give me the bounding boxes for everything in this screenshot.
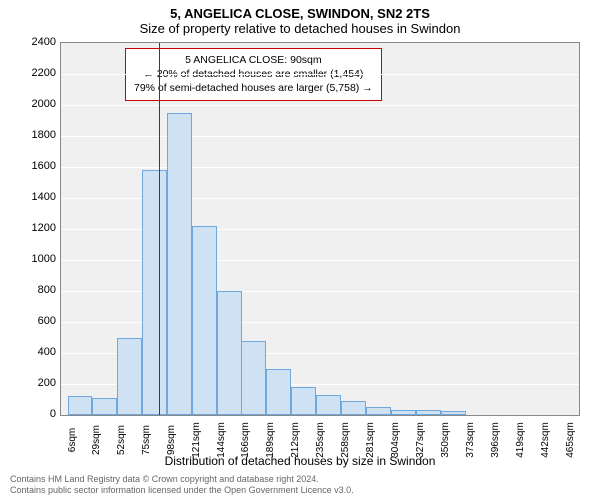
legend-line-3: 79% of semi-detached houses are larger (… [134, 81, 373, 95]
x-tick-label: 327sqm [415, 422, 426, 458]
footer-line-2: Contains public sector information licen… [10, 485, 354, 496]
histogram-bar [416, 410, 441, 415]
histogram-bar [92, 398, 117, 415]
y-tick-label: 2200 [26, 67, 56, 79]
x-tick-label: 6sqm [67, 428, 78, 452]
x-tick-label: 235sqm [315, 422, 326, 458]
gridline [61, 136, 579, 137]
histogram-bar [117, 338, 142, 416]
x-tick-label: 189sqm [265, 422, 276, 458]
histogram-bar [167, 113, 192, 415]
x-tick-label: 75sqm [141, 425, 152, 455]
x-tick-label: 166sqm [240, 422, 251, 458]
histogram-bar [391, 410, 416, 415]
x-tick-label: 442sqm [540, 422, 551, 458]
histogram-bar [366, 407, 391, 415]
y-tick-label: 1200 [26, 222, 56, 234]
x-tick-label: 29sqm [91, 425, 102, 455]
chart-title-sub: Size of property relative to detached ho… [0, 21, 600, 38]
chart-title-main: 5, ANGELICA CLOSE, SWINDON, SN2 2TS [0, 0, 600, 21]
y-tick-label: 200 [26, 377, 56, 389]
x-tick-label: 281sqm [365, 422, 376, 458]
histogram-bar [192, 226, 217, 415]
y-tick-label: 0 [26, 408, 56, 420]
x-tick-label: 121sqm [191, 422, 202, 458]
property-marker-line [159, 43, 160, 415]
gridline [61, 74, 579, 75]
histogram-bar [441, 411, 466, 415]
y-tick-label: 1400 [26, 191, 56, 203]
y-tick-label: 1600 [26, 160, 56, 172]
gridline [61, 105, 579, 106]
x-tick-label: 144sqm [216, 422, 227, 458]
gridline [61, 198, 579, 199]
y-tick-label: 2000 [26, 98, 56, 110]
x-tick-label: 396sqm [490, 422, 501, 458]
histogram-bar [241, 341, 266, 415]
gridline [61, 229, 579, 230]
gridline [61, 322, 579, 323]
x-tick-label: 419sqm [515, 422, 526, 458]
x-tick-label: 304sqm [390, 422, 401, 458]
x-tick-label: 52sqm [116, 425, 127, 455]
footer-line-1: Contains HM Land Registry data © Crown c… [10, 474, 354, 485]
x-tick-label: 465sqm [565, 422, 576, 458]
histogram-bar [291, 387, 316, 415]
y-tick-label: 800 [26, 284, 56, 296]
legend-line-1: 5 ANGELICA CLOSE: 90sqm [134, 53, 373, 67]
x-tick-label: 350sqm [440, 422, 451, 458]
histogram-bar [68, 396, 93, 415]
x-tick-label: 98sqm [166, 425, 177, 455]
y-tick-label: 1800 [26, 129, 56, 141]
y-tick-label: 400 [26, 346, 56, 358]
gridline [61, 291, 579, 292]
chart-plot-area: 5 ANGELICA CLOSE: 90sqm ← 20% of detache… [60, 42, 580, 416]
gridline [61, 167, 579, 168]
histogram-bar [316, 395, 341, 415]
histogram-bar [341, 401, 366, 415]
y-tick-label: 1000 [26, 253, 56, 265]
x-tick-label: 373sqm [465, 422, 476, 458]
histogram-bar [217, 291, 242, 415]
gridline [61, 260, 579, 261]
histogram-bar [266, 369, 291, 416]
x-tick-label: 258sqm [340, 422, 351, 458]
y-tick-label: 600 [26, 315, 56, 327]
histogram-bar [142, 170, 167, 415]
y-tick-label: 2400 [26, 36, 56, 48]
footer-attribution: Contains HM Land Registry data © Crown c… [10, 474, 354, 496]
x-tick-label: 212sqm [290, 422, 301, 458]
